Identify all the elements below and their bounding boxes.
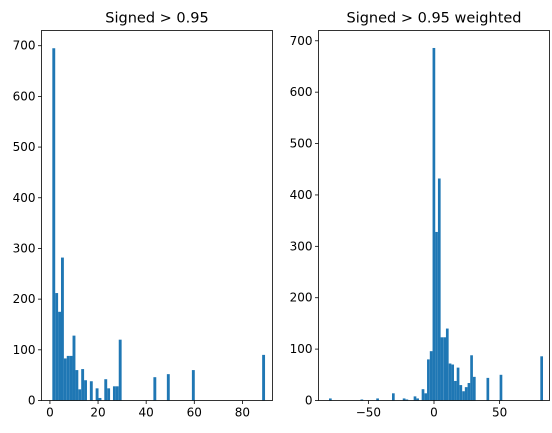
x-tick-label: 40 bbox=[139, 406, 154, 420]
histogram-bar bbox=[166, 374, 170, 401]
histogram-bar bbox=[84, 380, 87, 401]
histogram-bar bbox=[89, 381, 93, 401]
histogram-bar bbox=[445, 328, 449, 401]
histogram-bar bbox=[464, 387, 468, 401]
histogram-bar bbox=[98, 397, 102, 401]
histogram-bar bbox=[72, 335, 76, 401]
bars-group bbox=[329, 47, 544, 401]
x-tick-label: 0 bbox=[46, 406, 54, 420]
y-tick-label: 500 bbox=[290, 137, 313, 151]
histogram-bar bbox=[58, 311, 61, 401]
y-tick-label: 600 bbox=[13, 89, 36, 103]
chart-title: Signed > 0.95 bbox=[105, 11, 208, 27]
histogram-bar bbox=[467, 383, 471, 401]
x-tick-label: 20 bbox=[90, 406, 105, 420]
y-tick-label: 100 bbox=[13, 343, 36, 357]
histogram-bar bbox=[55, 293, 59, 401]
histogram-bar bbox=[52, 48, 56, 401]
histogram-bar bbox=[421, 389, 425, 401]
chart-title: Signed > 0.95 weighted bbox=[346, 11, 521, 27]
y-tick-label: 700 bbox=[290, 34, 313, 48]
histogram-bar bbox=[115, 386, 119, 401]
histogram-bar bbox=[402, 398, 406, 401]
histogram-bar bbox=[153, 377, 157, 401]
y-tick-label: 600 bbox=[290, 85, 313, 99]
histogram-bar bbox=[376, 398, 379, 401]
y-tick-label: 300 bbox=[290, 239, 313, 253]
histogram-bar bbox=[60, 257, 64, 401]
histogram-bar bbox=[443, 337, 447, 401]
histogram-bar bbox=[416, 398, 419, 401]
histogram-bar bbox=[432, 47, 436, 401]
histogram-bar bbox=[459, 385, 463, 401]
histogram-bar bbox=[429, 351, 433, 401]
histogram-bar bbox=[392, 393, 395, 401]
histogram-bar bbox=[470, 355, 473, 401]
y-tick-label: 0 bbox=[28, 394, 36, 408]
histogram-bar bbox=[112, 386, 116, 401]
x-axis-ticks: −50 0 50 bbox=[356, 400, 507, 420]
x-tick-label: −50 bbox=[356, 406, 381, 420]
histogram-bar bbox=[427, 359, 430, 401]
histogram-bar bbox=[104, 379, 108, 401]
bars-group bbox=[52, 48, 266, 401]
histogram-bar bbox=[499, 374, 503, 401]
histogram-bar bbox=[456, 367, 460, 401]
histogram-bar bbox=[405, 399, 409, 401]
histogram-bar bbox=[540, 356, 544, 401]
y-tick-label: 500 bbox=[13, 140, 36, 154]
y-tick-label: 700 bbox=[13, 39, 36, 53]
histogram-signed-panel: Signed > 0.95 0 20 40 60 80 0 100 200 300 400 500… bbox=[13, 11, 273, 420]
histogram-bar bbox=[462, 391, 465, 401]
y-tick-label: 200 bbox=[290, 291, 313, 305]
histogram-bar bbox=[66, 355, 70, 401]
histogram-bar bbox=[440, 337, 444, 401]
histogram-bar bbox=[454, 380, 457, 401]
x-axis-ticks: 0 20 40 60 80 bbox=[46, 400, 250, 420]
histogram-bar bbox=[63, 358, 67, 401]
histogram-bar bbox=[437, 178, 441, 401]
y-axis-ticks: 0 100 200 300 400 500 600 700 bbox=[290, 34, 319, 408]
histogram-bar bbox=[191, 370, 195, 401]
y-tick-label: 100 bbox=[290, 342, 313, 356]
axes-frame bbox=[41, 30, 273, 401]
histogram-bar bbox=[413, 396, 417, 401]
x-tick-label: 50 bbox=[492, 406, 507, 420]
y-tick-label: 400 bbox=[13, 191, 36, 205]
histogram-bar bbox=[486, 377, 490, 401]
x-tick-label: 60 bbox=[187, 406, 202, 420]
histogram-bar bbox=[95, 388, 99, 401]
histogram-bar bbox=[448, 363, 452, 401]
histogram-bar bbox=[118, 339, 122, 401]
y-axis-ticks: 0 100 200 300 400 500 600 700 bbox=[13, 39, 42, 408]
histogram-bar bbox=[451, 364, 455, 401]
histogram-bar bbox=[262, 354, 266, 401]
histogram-bar bbox=[78, 389, 82, 401]
histogram-bar bbox=[435, 231, 438, 401]
histogram-bar bbox=[75, 370, 79, 401]
histogram-bar bbox=[329, 398, 332, 401]
x-tick-label: 80 bbox=[235, 406, 250, 420]
histogram-bar bbox=[360, 399, 364, 401]
histogram-bar bbox=[81, 369, 85, 401]
y-tick-label: 200 bbox=[13, 292, 36, 306]
y-tick-label: 0 bbox=[305, 394, 313, 408]
y-tick-label: 400 bbox=[290, 188, 313, 202]
x-tick-label: 0 bbox=[430, 406, 438, 420]
histogram-signed-weighted-panel: Signed > 0.95 weighted −50 0 50 0 100 200 300… bbox=[290, 11, 550, 420]
y-tick-label: 300 bbox=[13, 241, 36, 255]
histogram-bar bbox=[69, 355, 73, 401]
histogram-bar bbox=[107, 388, 111, 401]
histogram-bar bbox=[424, 393, 428, 401]
histogram-bar bbox=[472, 376, 476, 401]
